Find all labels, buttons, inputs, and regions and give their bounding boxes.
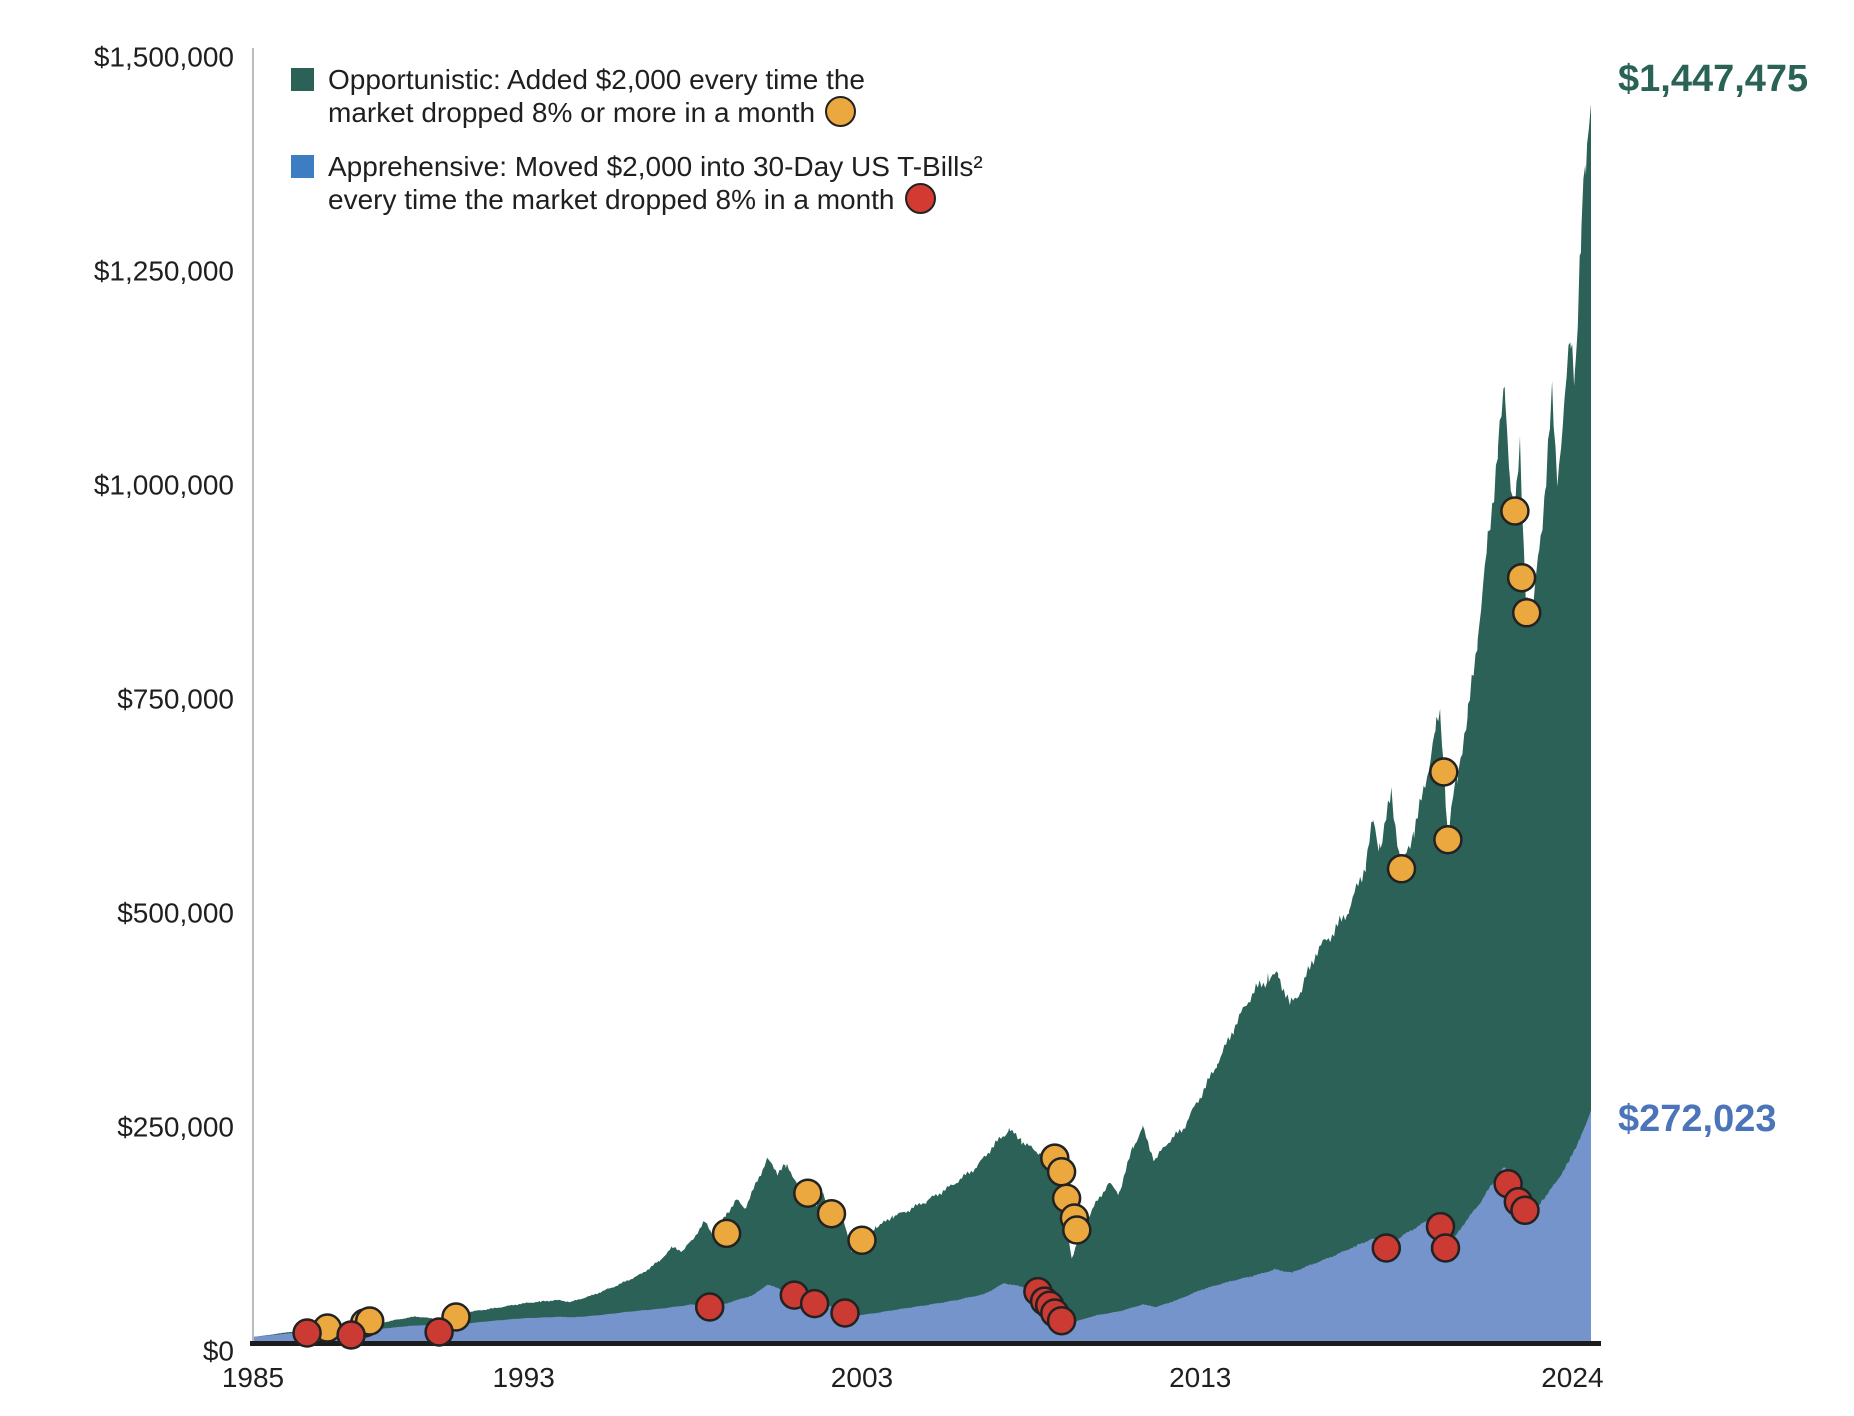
opportunistic-buy-events-dot <box>816 1198 847 1229</box>
y-tick-label: $500,000 <box>117 897 234 928</box>
apprehensive-swatch <box>291 155 314 178</box>
x-tick-label: 2024 <box>1541 1362 1603 1393</box>
opportunistic-buy-events-dot <box>847 1225 877 1256</box>
opportunistic-buy-events-dot <box>1062 1215 1092 1245</box>
opportunistic-area <box>253 104 1591 1343</box>
final-value-apprehensive: $272,023 <box>1618 1098 1777 1140</box>
legend-text-opportunistic: Opportunistic: Added $2,000 every time t… <box>328 63 865 129</box>
y-tick-label: $1,250,000 <box>94 255 234 286</box>
opportunistic-event-dot-icon <box>825 96 857 127</box>
opportunistic-buy-events-dot <box>1506 562 1537 593</box>
legend-line: Apprehensive: Moved $2,000 into 30-Day U… <box>328 151 983 182</box>
opportunistic-buy-events-dot <box>793 1178 823 1208</box>
apprehensive-move-events-dot <box>1371 1233 1402 1263</box>
x-tick-label: 1993 <box>492 1362 554 1393</box>
opportunistic-buy-events-dot <box>1433 824 1463 855</box>
opportunistic-buy-events-dot <box>1511 598 1542 628</box>
opportunistic-swatch <box>291 68 314 91</box>
apprehensive-move-events-dot <box>799 1288 830 1319</box>
legend-item-opportunistic: Opportunistic: Added $2,000 every time t… <box>291 63 983 129</box>
apprehensive-move-events-dot <box>1430 1233 1461 1263</box>
legend-item-apprehensive: Apprehensive: Moved $2,000 into 30-Day U… <box>291 150 983 216</box>
final-value-opportunistic: $1,447,475 <box>1618 58 1809 100</box>
legend: Opportunistic: Added $2,000 every time t… <box>291 63 983 237</box>
apprehensive-move-events-dot <box>1046 1305 1077 1336</box>
y-tick-label: $1,000,000 <box>94 469 234 500</box>
x-tick-label: 2003 <box>831 1362 893 1393</box>
apprehensive-move-events-dot <box>292 1318 322 1348</box>
opportunistic-buy-events-dot <box>1500 496 1530 526</box>
legend-line: Opportunistic: Added $2,000 every time t… <box>328 64 865 95</box>
y-tick-label: $1,500,000 <box>94 41 234 72</box>
y-tick-label: $750,000 <box>117 683 234 714</box>
apprehensive-area <box>253 1110 1591 1343</box>
opportunistic-buy-events-dot <box>711 1218 742 1249</box>
apprehensive-move-events-dot <box>1510 1195 1540 1226</box>
y-tick-label: $0 <box>203 1335 234 1366</box>
apprehensive-event-dot-icon <box>904 183 936 214</box>
y-tick-label: $250,000 <box>117 1111 234 1142</box>
apprehensive-move-events-dot <box>830 1298 860 1328</box>
legend-line: every time the market dropped 8% in a mo… <box>328 184 895 215</box>
opportunistic-buy-events-dot <box>1429 757 1459 787</box>
apprehensive-move-events-dot <box>694 1292 725 1322</box>
legend-text-apprehensive: Apprehensive: Moved $2,000 into 30-Day U… <box>328 150 983 216</box>
x-tick-label: 2013 <box>1169 1362 1231 1393</box>
legend-line: market dropped 8% or more in a month <box>328 97 816 128</box>
x-tick-label: 1985 <box>222 1362 284 1393</box>
opportunistic-buy-events-dot <box>1386 854 1417 884</box>
apprehensive-move-events-dot <box>424 1317 454 1347</box>
opportunistic-buy-events-dot <box>1046 1157 1077 1187</box>
apprehensive-move-events-dot <box>336 1320 366 1350</box>
